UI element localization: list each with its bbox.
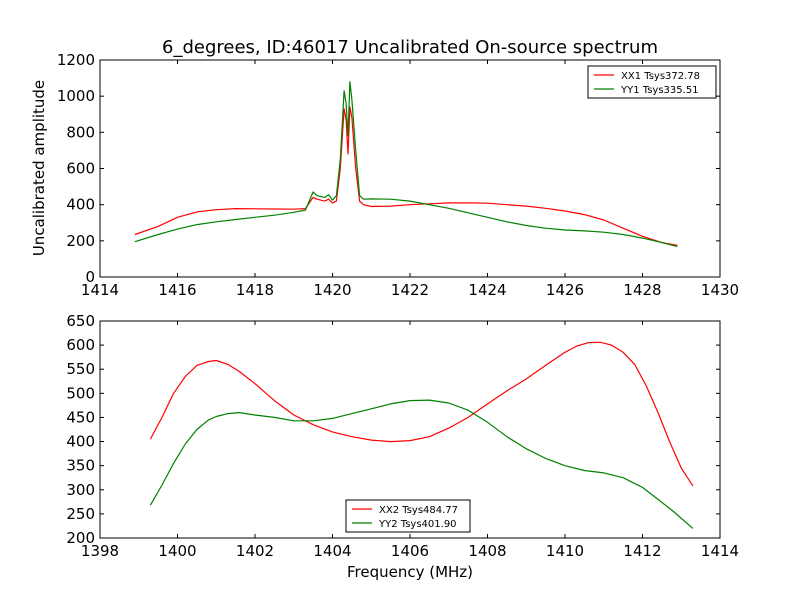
x-tick-label: 1404 [313, 542, 351, 560]
x-tick-label: 1418 [236, 281, 274, 299]
y-tick-label: 500 [66, 384, 95, 402]
series-line-red [149, 341, 694, 487]
y-tick-label: 650 [66, 312, 95, 330]
legend: XX1 Tsys372.78 YY1 Tsys335.51 [587, 65, 717, 99]
y-tick-label: 400 [66, 433, 95, 451]
y-tick-label: 0 [85, 268, 95, 286]
x-tick-label: 1400 [158, 542, 196, 560]
bottom-axes: 1398 1400 1402 1404 1406 1408 1410 1412 1414 200 2… [66, 312, 739, 560]
y-tick-label: 200 [66, 232, 95, 250]
y-tick-label: 550 [66, 360, 95, 378]
y-tick-label: 400 [66, 196, 95, 214]
x-tick-label: 1426 [546, 281, 584, 299]
y-tick-label: 200 [66, 529, 95, 547]
legend-label: XX1 Tsys372.78 [621, 71, 700, 82]
x-tick-label: 1430 [701, 281, 739, 299]
y-tick-label: 300 [66, 481, 95, 499]
legend: XX2 Tsys484.77 YY2 Tsys401.90 [345, 499, 471, 533]
chart-title: 6_degrees, ID:46017 Uncalibrated On-sour… [162, 37, 658, 58]
top-axes: 1414 1416 1418 1420 1422 1424 1426 1428 1430 0 200… [57, 51, 739, 299]
x-tick-label: 1398 [81, 542, 119, 560]
x-tick-label: 1408 [468, 542, 506, 560]
x-tick-label: 1422 [391, 281, 429, 299]
legend-label: YY1 Tsys335.51 [620, 85, 699, 96]
series-line-red [134, 106, 678, 246]
x-tick-label: 1414 [81, 281, 119, 299]
y-tick-label: 600 [66, 160, 95, 178]
x-tick-label: 1420 [313, 281, 351, 299]
x-tick-label: 1428 [623, 281, 661, 299]
y-tick-label: 450 [66, 408, 95, 426]
x-tick-label: 1416 [158, 281, 196, 299]
y-tick-label: 600 [66, 336, 95, 354]
x-axis-label: Frequency (MHz) [347, 563, 473, 581]
y-tick-label: 1000 [57, 87, 95, 105]
x-tick-label: 1406 [391, 542, 429, 560]
x-tick-label: 1412 [623, 542, 661, 560]
legend-box [345, 499, 471, 533]
x-tick-label: 1414 [701, 542, 739, 560]
x-tick-label: 1402 [236, 542, 274, 560]
y-tick-label: 1200 [57, 51, 95, 69]
series-line-green [149, 399, 694, 529]
x-tick-label: 1410 [546, 542, 584, 560]
legend-box [587, 65, 717, 99]
x-tick-label: 1424 [468, 281, 506, 299]
y-tick-label: 800 [66, 123, 95, 141]
legend-label: YY2 Tsys401.90 [378, 519, 457, 530]
y-axis-label: Uncalibrated amplitude [30, 80, 48, 256]
y-tick-label: 250 [66, 505, 95, 523]
y-tick-label: 350 [66, 457, 95, 475]
legend-label: XX2 Tsys484.77 [379, 505, 458, 516]
series-line-green [134, 81, 678, 248]
